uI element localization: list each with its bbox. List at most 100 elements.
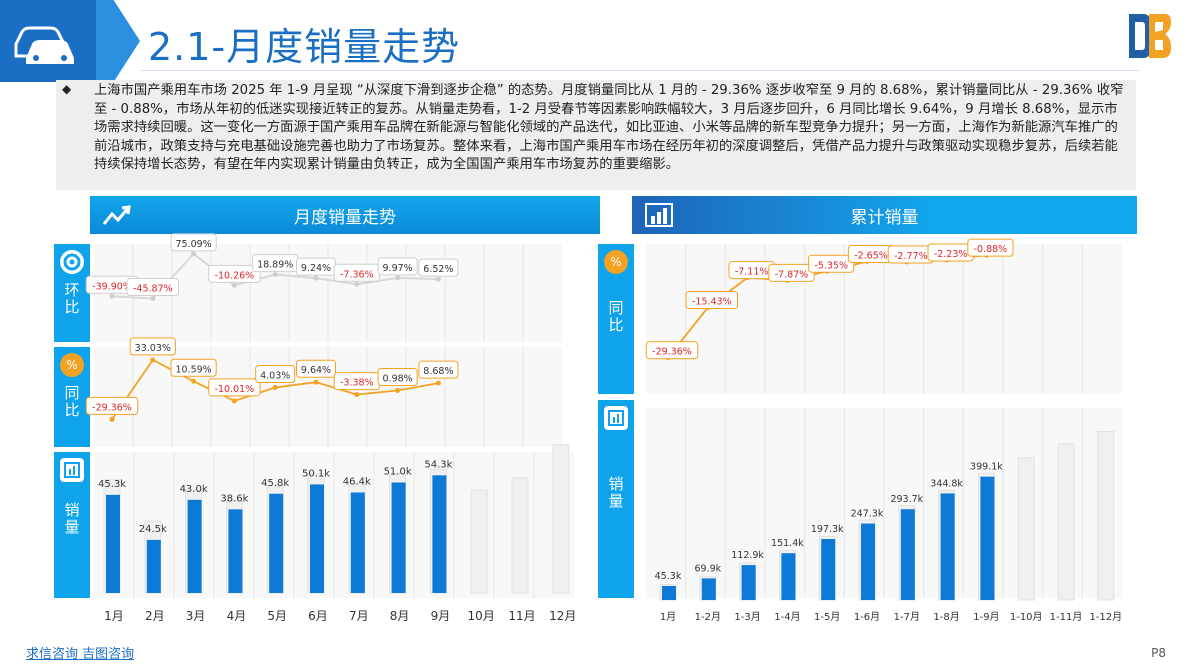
tab-yoy-label: 同比 (62, 385, 81, 419)
cum-volume-x-tick: 1-10月 (1010, 611, 1043, 623)
volume-data-label: 51.0k (384, 467, 412, 478)
volume-x-tick: 3月 (186, 609, 206, 623)
yoy-data-label: 10.59% (175, 364, 211, 375)
mom-data-label: 9.97% (383, 263, 413, 274)
intro-text: 上海市国产乘用车市场 2025 年 1-9 月呈现 “从深度下滑到逐步企稳” 的… (94, 83, 1124, 172)
yoy-data-label: 33.03% (135, 343, 171, 354)
page-title: 2.1-月度销量走势 (148, 25, 461, 69)
cum-yoy-data-label: -0.88% (974, 244, 1008, 255)
mom-point (313, 275, 319, 281)
cum-volume-data-label: 293.7k (890, 494, 923, 505)
cum-volume-data-label: 247.3k (851, 509, 884, 520)
cum-volume-data-label: 344.8k (930, 478, 963, 489)
volume-data-label: 38.6k (220, 493, 248, 504)
mom-data-label: 9.24% (301, 263, 331, 274)
cum-volume-data-label: 151.4k (771, 538, 804, 549)
yoy-data-label: -3.38% (340, 378, 374, 389)
yoy-data-label-box (85, 396, 139, 415)
cum-yoy-data-label: -2.65% (854, 251, 888, 262)
mom-data-label: -7.36% (340, 269, 374, 280)
volume-ghost-bar (511, 477, 529, 594)
yoy-data-label-box (296, 359, 336, 378)
cum-volume-x-tick: 1-8月 (933, 611, 959, 623)
bar-icon (60, 458, 84, 482)
tab-yoy: % 同比 (54, 347, 90, 447)
volume-x-tick: 12月 (549, 609, 576, 623)
yoy-point (109, 416, 115, 422)
volume-bar (146, 539, 161, 593)
volume-x-tick: 8月 (390, 609, 410, 623)
car-icon (14, 26, 74, 64)
yoy-point (272, 385, 278, 391)
volume-x-tick: 11月 (508, 609, 535, 623)
volume-data-label: 45.8k (261, 478, 289, 489)
cum-volume-ghost-bar (1057, 443, 1075, 601)
mom-data-label: -45.87% (133, 283, 173, 294)
tab-cum-yoy: % 同比 (598, 244, 634, 394)
tab-cum-volume-label: 销量 (606, 476, 625, 510)
yoy-data-label-box (377, 367, 418, 386)
left-panel-title: 月度销量走势 (294, 207, 396, 228)
percent-icon: % (604, 250, 628, 274)
tab-cum-yoy-label: 同比 (606, 300, 625, 334)
volume-ghost-bar (552, 444, 570, 594)
volume-data-label: 43.0k (180, 484, 208, 495)
yoy-point (150, 357, 156, 363)
cum-yoy-data-label: -7.11% (735, 267, 769, 278)
volume-ghost-bar (470, 489, 488, 594)
bar-icon (604, 406, 628, 430)
yoy-data-label: 4.03% (260, 371, 290, 382)
volume-bar (228, 509, 243, 593)
footer-brand-link[interactable]: 求信咨询 吉图咨询 (26, 647, 135, 662)
mom-point (395, 275, 401, 281)
volume-x-tick: 10月 (468, 609, 495, 623)
yoy-data-label: -29.36% (92, 402, 132, 413)
mom-point (191, 251, 197, 257)
volume-bar (106, 494, 120, 593)
volume-data-label: 54.3k (424, 459, 452, 470)
volume-x-tick: 2月 (145, 609, 165, 623)
cum-volume-x-tick: 1-7月 (894, 611, 920, 623)
tab-volume-label: 销量 (62, 502, 81, 536)
yoy-point (231, 398, 237, 404)
tab-cum-volume: 销量 (598, 400, 634, 598)
cum-volume-x-tick: 1-5月 (814, 611, 840, 623)
volume-x-tick: 7月 (349, 609, 369, 623)
cum-volume-x-tick: 1-2月 (695, 611, 721, 623)
mom-data-label-box (170, 233, 217, 252)
volume-x-tick: 6月 (308, 609, 328, 623)
cum-volume-x-tick: 1月 (660, 611, 676, 623)
intro-summary: 上海市国产乘用车市场 2025 年 1-9 月呈现 “从深度下滑到逐步企稳” 的… (56, 80, 1136, 190)
cum-volume-x-tick: 1-12月 (1089, 611, 1122, 623)
cum-volume-x-tick: 1-3月 (734, 611, 760, 623)
volume-x-tick: 5月 (267, 609, 287, 623)
cum-yoy-data-label: -29.36% (652, 347, 692, 358)
cum-volume-bar (781, 553, 796, 600)
cum-volume-bar (741, 565, 756, 600)
mom-data-label: -39.90% (92, 281, 132, 292)
cum-volume-ghost-bar (1097, 431, 1115, 601)
yoy-data-label-box (418, 360, 459, 379)
cum-volume-bar (900, 509, 915, 600)
yoy-data-label-box (208, 378, 261, 397)
mom-point (109, 293, 115, 299)
tab-mom: 环比 (54, 244, 90, 342)
trend-icon (102, 205, 131, 225)
volume-data-label: 24.5k (139, 524, 167, 535)
cum-yoy-data-label: -7.87% (775, 269, 809, 280)
mom-point (435, 276, 441, 282)
cum-yoy-data-label: -2.23% (934, 249, 968, 260)
yoy-data-label-box (255, 365, 296, 384)
cum-yoy-data-label-box (685, 291, 738, 310)
right-panel-title: 累计销量 (850, 207, 919, 228)
mom-point (354, 281, 360, 287)
cum-volume-bar (662, 585, 676, 600)
cum-volume-x-tick: 1-4月 (774, 611, 800, 623)
volume-bar (310, 484, 324, 593)
cum-volume-bar (980, 476, 995, 600)
volume-bar (432, 475, 447, 593)
cum-yoy-data-label: -2.77% (894, 251, 928, 262)
yoy-point (354, 392, 360, 398)
cum-yoy-data-label-box (768, 263, 815, 282)
yoy-point (435, 380, 441, 386)
